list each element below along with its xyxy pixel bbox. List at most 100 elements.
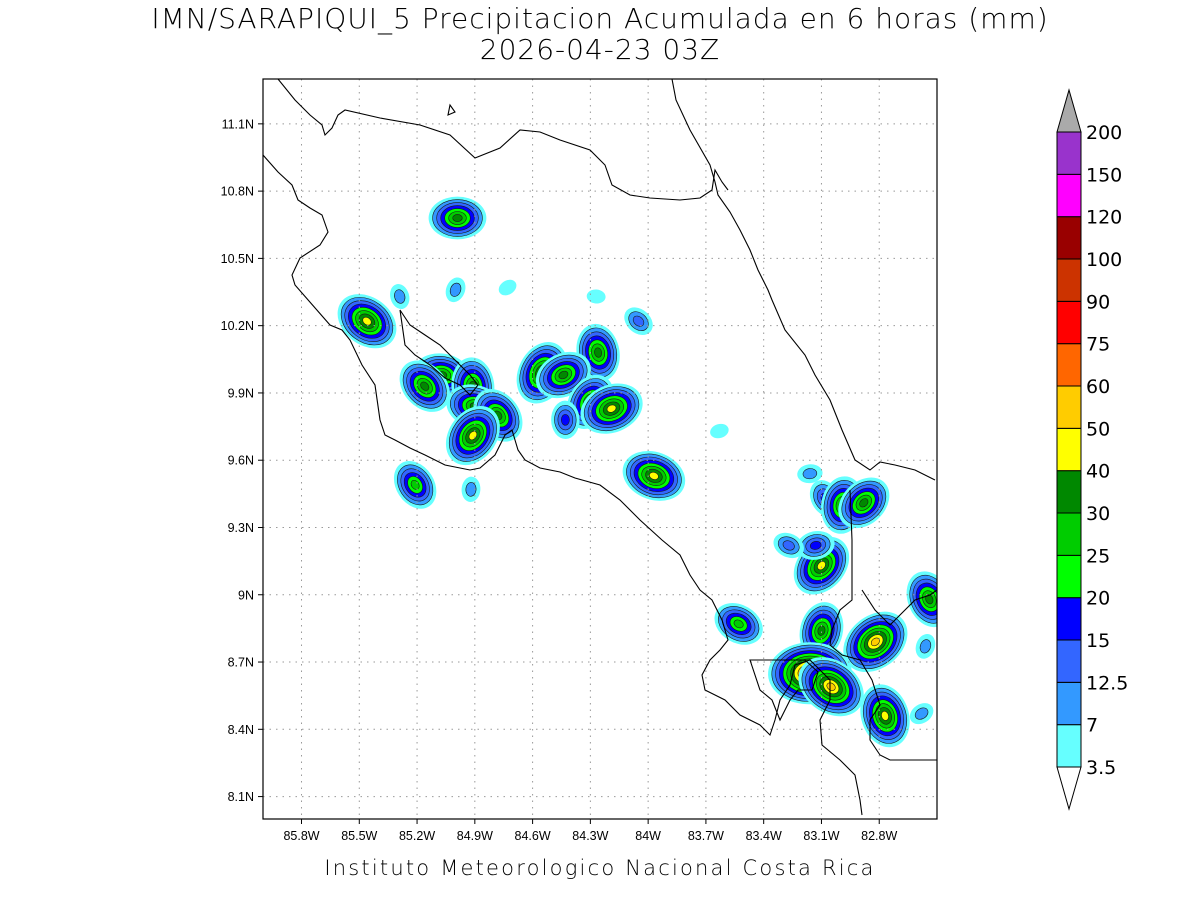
- colorbar-swatch: [1056, 681, 1082, 726]
- colorbar-level-label: 40: [1086, 461, 1110, 483]
- panama-border: [829, 489, 937, 761]
- precip-cell: [714, 603, 763, 645]
- lon-tick-label: 84.6W: [515, 829, 551, 843]
- lon-tick-label: 85.5W: [341, 829, 377, 843]
- precip-cell: [576, 323, 620, 382]
- precip-cell: [551, 400, 580, 440]
- colorbar-level-label: 12.5: [1086, 672, 1128, 694]
- colorbar-swatch: [1056, 300, 1082, 345]
- precip-cell: [445, 277, 466, 303]
- colorbar-upper-arrow: [1056, 88, 1082, 133]
- gulf-nicoya-coast: [399, 309, 479, 396]
- precip-contour: [449, 282, 462, 297]
- lon-tick-label: 82.8W: [861, 829, 897, 843]
- lon-tick-label: 85.2W: [399, 829, 435, 843]
- precip-contour: [914, 707, 929, 720]
- precip-cell: [399, 360, 450, 412]
- precip-cell: [843, 611, 908, 673]
- colorbar-level-label: 100: [1086, 249, 1122, 271]
- chart-title: IMN/SARAPIQUI_5 Precipitacion Acumulada …: [151, 2, 1049, 35]
- precip-contour: [632, 315, 645, 327]
- colorbar-level-label: 3.5: [1086, 757, 1116, 779]
- nicaragua-border: [277, 79, 729, 201]
- colorbar-level-label: 15: [1086, 630, 1110, 652]
- lon-tick-label: 83.7W: [688, 829, 724, 843]
- precip-contour: [809, 540, 822, 550]
- lon-tick-label: 84W: [635, 829, 661, 843]
- precip-contour: [606, 404, 617, 413]
- coastline-borders: [263, 79, 937, 816]
- colorbar-level-label: 120: [1086, 207, 1122, 229]
- colorbar-swatch: [1056, 343, 1082, 387]
- precip-cell: [393, 461, 437, 509]
- precip-cell: [799, 602, 844, 660]
- precip-cell: [498, 279, 517, 296]
- colorbar-swatch: [1056, 216, 1082, 260]
- precip-cell: [390, 284, 410, 309]
- precip-contour: [710, 423, 729, 439]
- colorbar-swatch: [1056, 554, 1082, 599]
- lon-tick-label: 85.8W: [283, 829, 319, 843]
- lon-tick-label: 83.4W: [746, 829, 782, 843]
- precip-contour: [782, 540, 795, 551]
- colorbar-swatch: [1056, 385, 1082, 429]
- precip-cell: [915, 633, 936, 659]
- colorbar-swatch: [1056, 724, 1082, 768]
- caribbean-coastline: [671, 79, 936, 481]
- axis-ticks: 85.8W 85.5W 85.2W 84.9W 84.6W 84.3W 84W 83.7W 83…: [221, 117, 898, 843]
- precip-cell: [337, 294, 397, 349]
- lat-tick-label: 9.9N: [228, 386, 254, 400]
- precip-cell: [586, 289, 606, 304]
- precip-contour: [802, 468, 818, 480]
- precip-cell: [624, 307, 653, 335]
- precip-contour: [733, 619, 744, 629]
- colorbar-legend: 3.5 7 12.5 15 20 25 30 40 50 60 75 90 100 120 150 200: [1056, 88, 1128, 811]
- map-frame: [262, 78, 938, 820]
- lat-tick-label: 8.4N: [228, 723, 254, 737]
- pacific-coastline: [263, 154, 863, 816]
- lat-tick-label: 9.6N: [228, 454, 254, 468]
- precip-contour: [881, 710, 889, 721]
- osa-peninsula-outline: [749, 659, 819, 722]
- precip-contour: [394, 289, 406, 304]
- precip-contour: [465, 482, 477, 497]
- precip-cell: [445, 406, 500, 466]
- footer-credit: Instituto Meteorologico Nacional Costa R…: [324, 856, 876, 880]
- precip-contour: [362, 316, 372, 326]
- precip-contour: [586, 289, 606, 304]
- precip-cell: [797, 464, 823, 484]
- colorbar-lower-arrow: [1056, 766, 1082, 811]
- colorbar-level-label: 20: [1086, 588, 1110, 610]
- precip-cell: [796, 530, 835, 560]
- precip-contour: [498, 279, 517, 296]
- colorbar-swatch: [1056, 173, 1082, 218]
- lon-tick-label: 83.1W: [803, 829, 839, 843]
- precip-contour: [919, 639, 932, 654]
- lon-tick-label: 84.3W: [572, 829, 608, 843]
- colorbar-level-label: 60: [1086, 376, 1110, 398]
- colorbar-level-label: 25: [1086, 545, 1110, 567]
- lat-tick-label: 9N: [238, 588, 254, 602]
- precip-contour: [817, 561, 826, 571]
- colorbar-level-label: 7: [1086, 715, 1098, 737]
- precip-cell: [428, 196, 487, 240]
- lat-tick-label: 8.7N: [228, 656, 254, 670]
- island-marker: [447, 103, 456, 116]
- precip-contour: [420, 381, 430, 391]
- colorbar-level-label: 200: [1086, 122, 1122, 144]
- lat-tick-label: 9.3N: [228, 521, 254, 535]
- precip-contour: [594, 347, 602, 358]
- panama-coastline: [861, 589, 937, 626]
- colorbar-swatch: [1056, 258, 1082, 302]
- lat-tick-label: 8.1N: [228, 790, 254, 804]
- colorbar-level-label: 75: [1086, 334, 1110, 356]
- precip-cell: [580, 383, 643, 434]
- precip-contour: [649, 471, 659, 480]
- precip-contour: [558, 370, 569, 380]
- colorbar-level-label: 30: [1086, 503, 1110, 525]
- precip-contour: [560, 414, 570, 426]
- precip-contour: [817, 625, 826, 636]
- colorbar-swatch: [1056, 427, 1082, 472]
- colorbar-level-label: 50: [1086, 418, 1110, 440]
